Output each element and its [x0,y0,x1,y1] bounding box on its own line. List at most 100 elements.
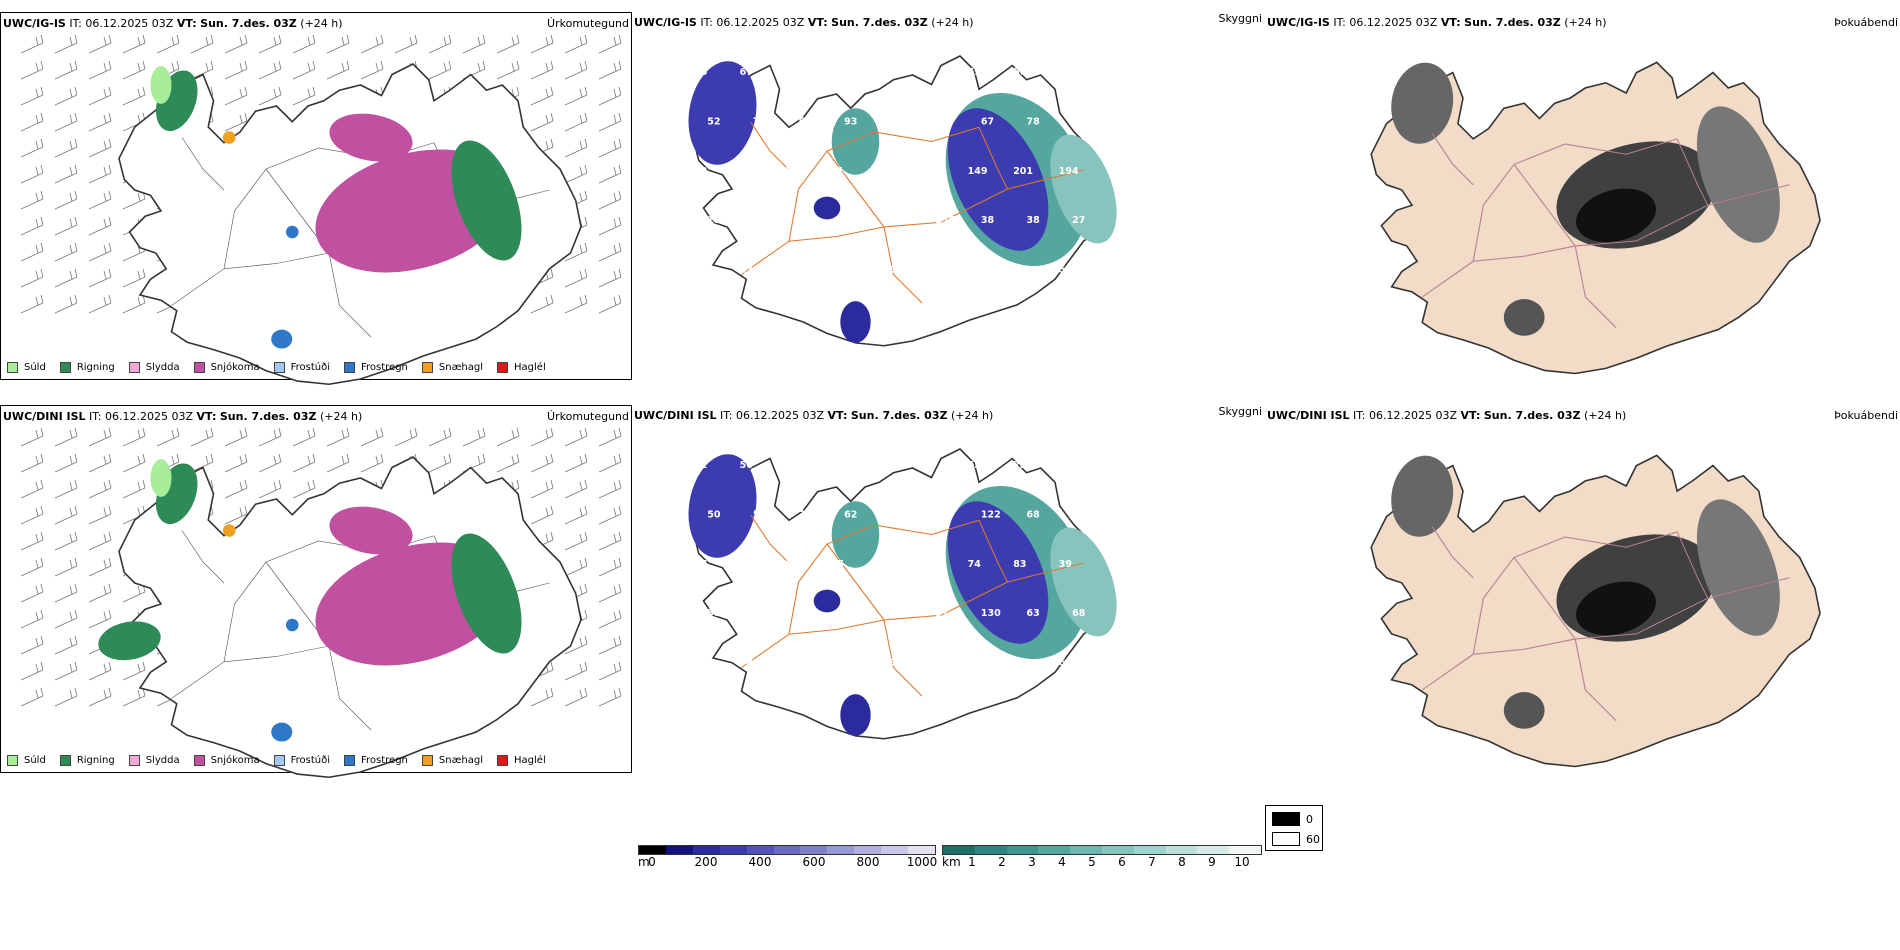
wind-barb [598,216,622,236]
cloudbase-value-label: 43 [753,608,766,619]
precip-legend-item: Frostregn [344,755,408,766]
road-line [1432,526,1474,579]
iceland-landmass: 72 56 64 55 76 57 55 72 49 50 59 75 62 83 90 122 68 70 47 1… [688,448,1117,740]
header-it-label: IT: [89,410,102,423]
road-line [741,614,942,668]
fog-map [1370,454,1821,768]
cloudbase-value-label: 47 [694,559,707,570]
wind-barb [224,427,248,447]
wind-barb [530,34,554,54]
cloudbase-value-label: 65 [1013,265,1026,276]
header-lead: (+24 h) [1583,409,1627,422]
legend-label: Rigning [76,362,115,373]
wind-barb [598,242,622,262]
wind-barb [20,453,44,473]
wind-barb [598,60,622,80]
fog-area [1503,299,1545,336]
fog-area [1503,692,1545,729]
road-line [181,137,225,191]
wind-barb [564,635,588,655]
cloudbase-value-label: 59 [968,67,981,78]
colorbar-step [1165,846,1198,854]
wind-barb [462,453,486,473]
wind-barb [88,164,112,184]
panel-header: UWC/IG-IS IT: 06.12.2025 03Z VT: Sun. 7.… [1267,16,1607,29]
panel-header: UWC/DINI ISL IT: 06.12.2025 03Z VT: Sun.… [1267,409,1626,422]
cloudbase-value-label: 62 [844,509,857,520]
wind-barb [88,427,112,447]
wind-barb [530,86,554,106]
cloudbase-value-label: 59 [753,509,766,520]
cloudbase-value-label: 92 [844,608,857,619]
wind-barb [258,34,282,54]
legend-swatch [421,755,433,766]
header-it-label: IT: [1333,16,1346,29]
wind-barb [360,453,384,473]
wind-barb [564,661,588,681]
precip-legend-item: Snjókoma [193,362,260,373]
cloudbase-labels: 76 67 52 47 53 50 59 50 57 52 73 56 93 132 75 67 78 92 72 5… [694,67,1085,276]
cloudbase-value-label: 111 [968,265,988,276]
wind-barb [20,164,44,184]
precip-legend-item: Haglél [497,755,546,766]
panel-header: UWC/IG-IS IT: 06.12.2025 03Z VT: Sun. 7.… [3,17,343,30]
cloudbase-visibility-panel: UWC/IG-IS IT: 06.12.2025 03Z VT: Sun. 7.… [632,12,1264,476]
wind-barb [122,687,146,707]
cloudbase-value-label: 51 [935,608,948,619]
road-line [750,122,790,171]
snow-pellet-area [222,524,236,537]
header-vt-value: Sun. 7.des. 03Z [850,409,948,422]
fog-swatch [1272,832,1300,846]
colorbar-step [773,846,801,854]
wind-barb [54,112,78,132]
cloudbase-value-label: 84 [1013,658,1027,669]
wind-barb [224,60,248,80]
panel-title-precip: Úrkomutegund [547,410,629,423]
colorbar-tick: 1 [968,855,976,869]
colorbar-step [1101,846,1134,854]
wind-barb [258,479,282,499]
colorbar-step [1006,846,1039,854]
cloudbase-value-label: 83 [890,509,903,520]
legend-swatch [59,362,71,373]
wind-barb [20,531,44,551]
panel-header: UWC/DINI ISL IT: 06.12.2025 03Z VT: Sun.… [3,410,362,423]
wind-barb [88,583,112,603]
wind-barb [88,661,112,681]
precip-legend-item: Rigning [59,755,115,766]
wind-barb [564,294,588,314]
precip-map [20,34,622,386]
cloudbase-value-label: 219 [876,658,896,669]
panel-title-precip: Úrkomutegund [547,17,629,30]
wind-barb [428,34,452,54]
wind-barb [20,609,44,629]
legend-swatch [273,362,285,373]
cloudbase-value-label: 75 [935,116,948,127]
cloudbase-value-label: 194 [1059,166,1079,177]
header-it-label: IT: [720,409,733,422]
wind-barb [54,242,78,262]
wind-barb [598,687,622,707]
cloudbase-value-label: 28 [968,658,982,669]
cloudbase-value-label: 141 [799,215,819,226]
precip-legend-item: Slydda [128,755,180,766]
header-vt-label: VT: [1460,409,1481,422]
cloudbase-value-label: 27 [1072,215,1085,226]
wind-barb [530,427,554,447]
header-lead: (+24 h) [931,16,974,29]
colorbar-step [692,846,720,854]
wind-barb [394,34,418,54]
wind-barb [564,505,588,525]
header-vt-label: VT: [827,409,848,422]
panel-title-cloud: Skyggni [1218,12,1262,25]
header-it-label: IT: [1353,409,1366,422]
colorbar-tick: 4 [1058,855,1066,869]
cloudbase-value-label: 56 [740,460,754,471]
cloudbase-value-label: 76 [694,67,708,78]
wind-barb [20,661,44,681]
legend-label: Súld [24,755,46,766]
legend-label: Slydda [145,362,180,373]
wind-barb [20,86,44,106]
legend-label: Snjókoma [210,755,260,766]
